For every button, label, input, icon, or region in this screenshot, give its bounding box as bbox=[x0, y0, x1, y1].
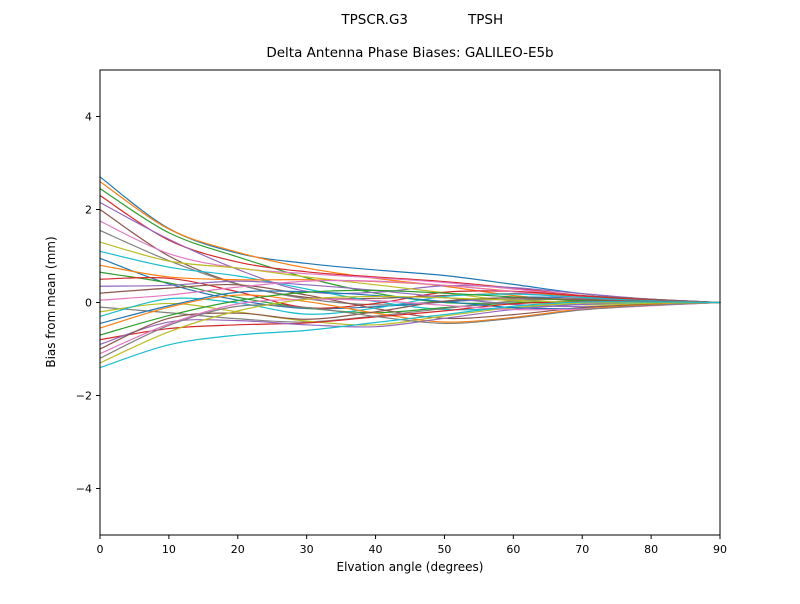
series-line bbox=[99, 301, 721, 359]
y-tick-label: 2 bbox=[85, 204, 92, 217]
x-tick-label: 40 bbox=[369, 543, 383, 556]
plot-area: 0 10 20 30 40 50 60 70 80 90 −4 −2 0 2 4 bbox=[76, 69, 727, 556]
series-line bbox=[99, 241, 721, 306]
y-axis-label: Bias from mean (mm) bbox=[44, 236, 58, 367]
x-tick-label: 90 bbox=[713, 543, 727, 556]
y-tick-label: −2 bbox=[76, 390, 92, 403]
x-tick-label: 50 bbox=[437, 543, 451, 556]
y-tick-label: 4 bbox=[85, 111, 92, 124]
x-tick-label: 70 bbox=[575, 543, 589, 556]
x-tick-label: 30 bbox=[300, 543, 314, 556]
chart-title: Delta Antenna Phase Biases: GALILEO-E5b bbox=[266, 45, 553, 61]
x-tick-label: 80 bbox=[644, 543, 658, 556]
y-tick-label: 0 bbox=[85, 297, 92, 310]
series-line bbox=[99, 301, 721, 369]
x-axis-label: Elvation angle (degrees) bbox=[337, 560, 484, 574]
suptitle-left: TPSCR.G3 bbox=[340, 12, 408, 28]
x-tick-label: 20 bbox=[231, 543, 245, 556]
series-line bbox=[99, 295, 721, 364]
series-line bbox=[99, 276, 721, 309]
y-tick-label: −4 bbox=[76, 483, 92, 496]
x-tick-label: 10 bbox=[162, 543, 176, 556]
x-tick-label: 0 bbox=[97, 543, 104, 556]
suptitle-right: TPSH bbox=[467, 12, 503, 28]
x-tick-label: 60 bbox=[506, 543, 520, 556]
